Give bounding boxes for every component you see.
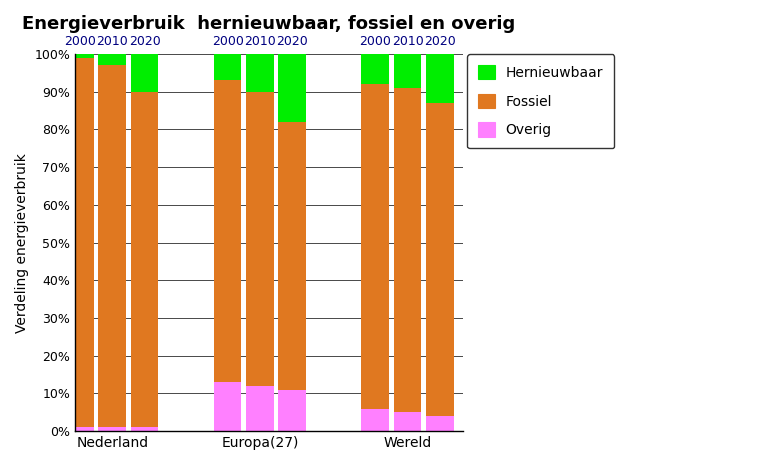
Bar [131,54,159,92]
Bar [278,54,306,122]
Y-axis label: Verdeling energieverbruik: Verdeling energieverbruik [15,153,29,332]
Bar [278,390,306,431]
Bar [361,409,389,431]
Bar [246,386,273,431]
Bar [393,54,421,88]
Bar [214,80,242,382]
Bar [426,416,454,431]
Bar [393,88,421,412]
Text: 2020: 2020 [424,35,456,48]
Bar [66,54,94,58]
Text: 2020: 2020 [129,35,160,48]
Bar [99,54,126,65]
Text: 2010: 2010 [392,35,424,48]
Bar [246,54,273,92]
Bar [131,92,159,427]
Text: 2000: 2000 [212,35,243,48]
Text: 2010: 2010 [244,35,276,48]
Bar [214,54,242,80]
Bar [99,427,126,431]
Legend: Hernieuwbaar, Fossiel, Overig: Hernieuwbaar, Fossiel, Overig [467,54,614,148]
Bar [99,65,126,427]
Bar [66,427,94,431]
Bar [131,427,159,431]
Text: 2020: 2020 [276,35,308,48]
Bar [426,54,454,103]
Bar [426,103,454,416]
Title: Energieverbruik  hernieuwbaar, fossiel en overig: Energieverbruik hernieuwbaar, fossiel en… [22,15,516,33]
Text: 2000: 2000 [360,35,391,48]
Bar [214,382,242,431]
Bar [393,412,421,431]
Bar [278,122,306,390]
Bar [66,58,94,427]
Text: 2010: 2010 [96,35,128,48]
Bar [246,92,273,386]
Bar [361,54,389,84]
Bar [361,84,389,409]
Text: 2000: 2000 [64,35,95,48]
